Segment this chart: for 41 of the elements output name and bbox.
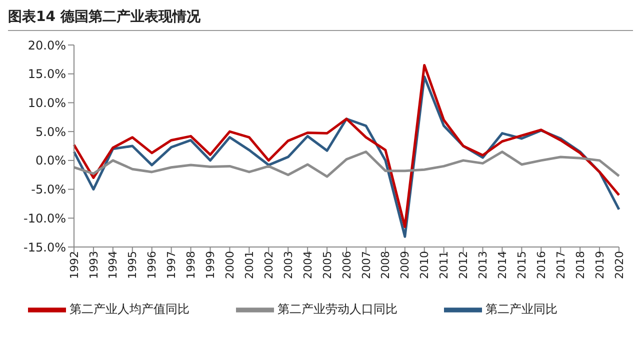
x-tick-label: 1993 <box>87 251 100 279</box>
x-tick-label: 2012 <box>457 251 470 279</box>
x-tick-label: 2003 <box>282 251 295 279</box>
x-tick-label: 2017 <box>554 251 568 279</box>
x-tick-label: 1995 <box>126 251 140 279</box>
x-tick-label: 1996 <box>146 251 159 279</box>
x-tick-label: 2010 <box>418 251 432 279</box>
x-tick-label: 2020 <box>612 251 626 279</box>
x-tick-label: 2018 <box>574 251 587 279</box>
x-tick-label: 2016 <box>534 251 548 279</box>
y-tick-label: -10.0% <box>24 211 66 226</box>
x-tick-label: 2006 <box>340 251 354 279</box>
x-tick-label: 2007 <box>360 251 373 279</box>
x-tick-label: 2015 <box>515 251 528 279</box>
y-tick-label: 15.0% <box>28 67 66 82</box>
x-tick-label: 1998 <box>184 251 198 279</box>
y-tick-label: 10.0% <box>28 96 66 110</box>
x-tick-label: 2008 <box>379 251 392 279</box>
x-tick-label: 2005 <box>320 251 334 279</box>
x-tick-label: 2009 <box>398 251 412 279</box>
x-tick-label: 2013 <box>476 251 490 279</box>
x-tick-label: 2011 <box>438 251 451 279</box>
chart-title: 图表14 德国第二产业表现情况 <box>8 8 633 31</box>
x-tick-label: 2001 <box>242 251 256 279</box>
y-tick-label: 5.0% <box>36 124 66 139</box>
x-tick-label: 2014 <box>496 251 510 279</box>
x-tick-label: 1999 <box>204 251 218 279</box>
x-tick-label: 1997 <box>165 251 178 279</box>
legend-label: 第二产业人均产值同比 <box>70 302 190 316</box>
legend-label: 第二产业劳动人口同比 <box>278 302 398 316</box>
x-tick-label: 2000 <box>224 251 237 279</box>
x-tick-label: 1992 <box>68 251 81 279</box>
x-tick-label: 2019 <box>593 251 606 279</box>
y-tick-label: 0.0% <box>36 154 66 168</box>
x-tick-label: 1994 <box>106 251 120 279</box>
y-tick-label: -5.0% <box>31 182 66 197</box>
y-tick-label: -15.0% <box>24 240 66 254</box>
x-tick-label: 2004 <box>301 251 314 279</box>
y-tick-label: 20.0% <box>28 38 66 52</box>
x-tick-label: 2002 <box>262 251 276 279</box>
legend-label: 第二产业同比 <box>486 302 558 316</box>
